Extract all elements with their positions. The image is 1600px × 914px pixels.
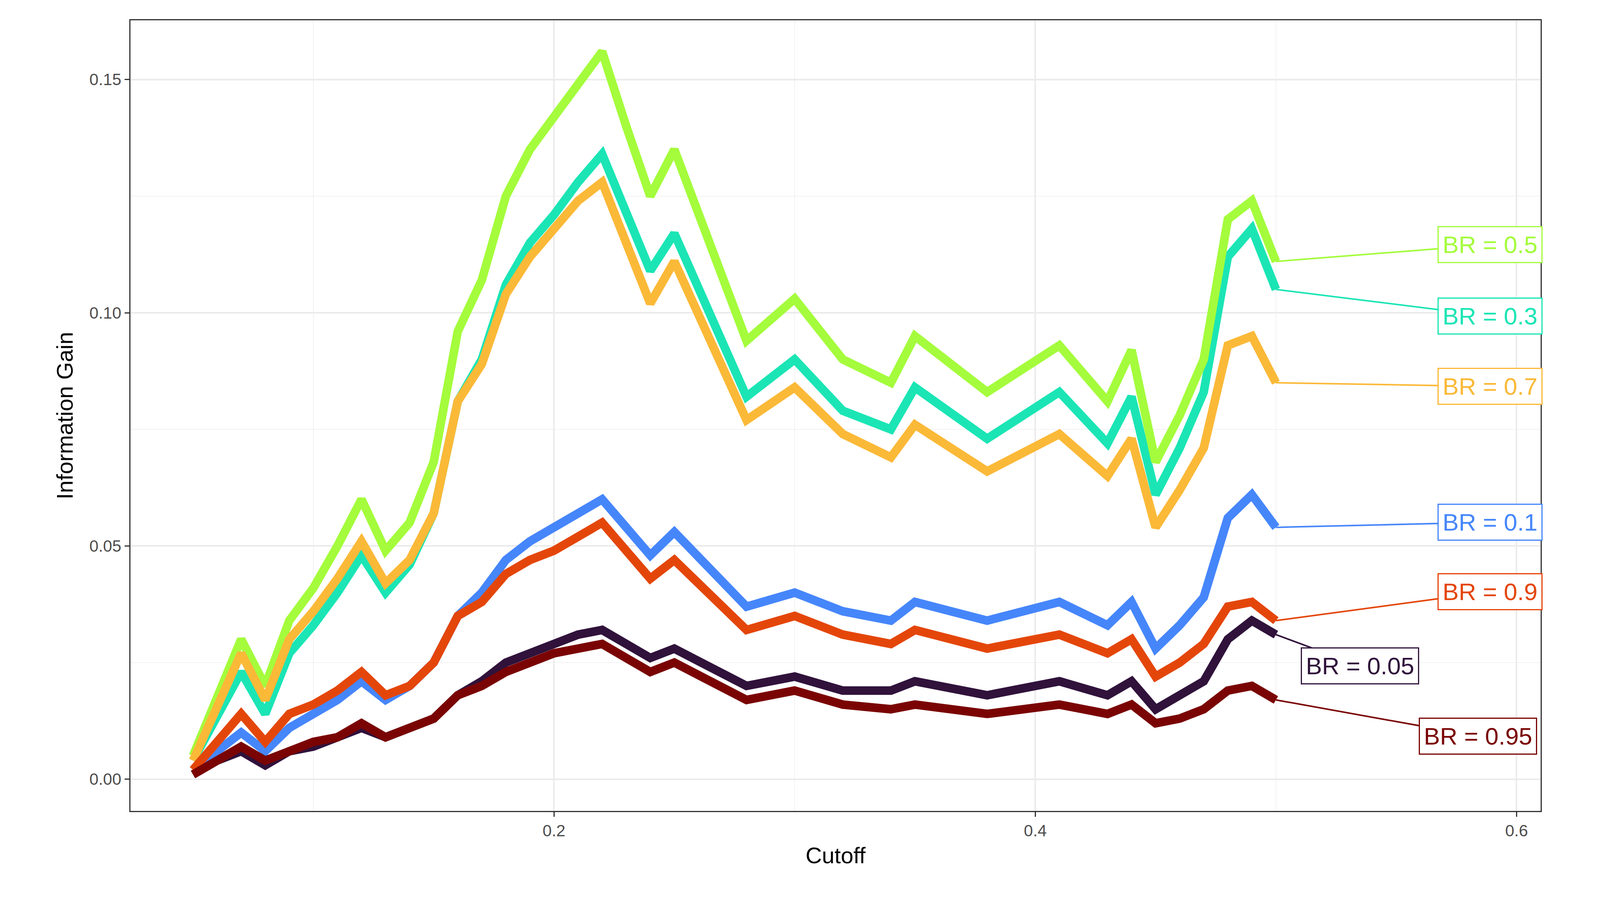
svg-text:0.6: 0.6 bbox=[1505, 821, 1528, 841]
svg-text:0.15: 0.15 bbox=[89, 70, 122, 89]
svg-text:0.10: 0.10 bbox=[89, 303, 122, 323]
svg-text:0.4: 0.4 bbox=[1023, 821, 1047, 841]
svg-text:0.05: 0.05 bbox=[89, 537, 122, 556]
svg-text:BR = 0.5: BR = 0.5 bbox=[1442, 231, 1538, 259]
svg-text:0.2: 0.2 bbox=[542, 821, 566, 841]
svg-text:BR = 0.05: BR = 0.05 bbox=[1305, 652, 1415, 680]
svg-text:Cutoff: Cutoff bbox=[805, 842, 867, 869]
svg-text:0.00: 0.00 bbox=[89, 770, 122, 789]
svg-text:BR = 0.9: BR = 0.9 bbox=[1442, 578, 1538, 606]
svg-text:BR = 0.3: BR = 0.3 bbox=[1442, 302, 1538, 330]
svg-text:Information Gain: Information Gain bbox=[51, 332, 78, 500]
svg-text:BR = 0.95: BR = 0.95 bbox=[1423, 723, 1533, 750]
svg-text:BR = 0.7: BR = 0.7 bbox=[1442, 373, 1538, 400]
svg-text:BR = 0.1: BR = 0.1 bbox=[1442, 508, 1538, 536]
